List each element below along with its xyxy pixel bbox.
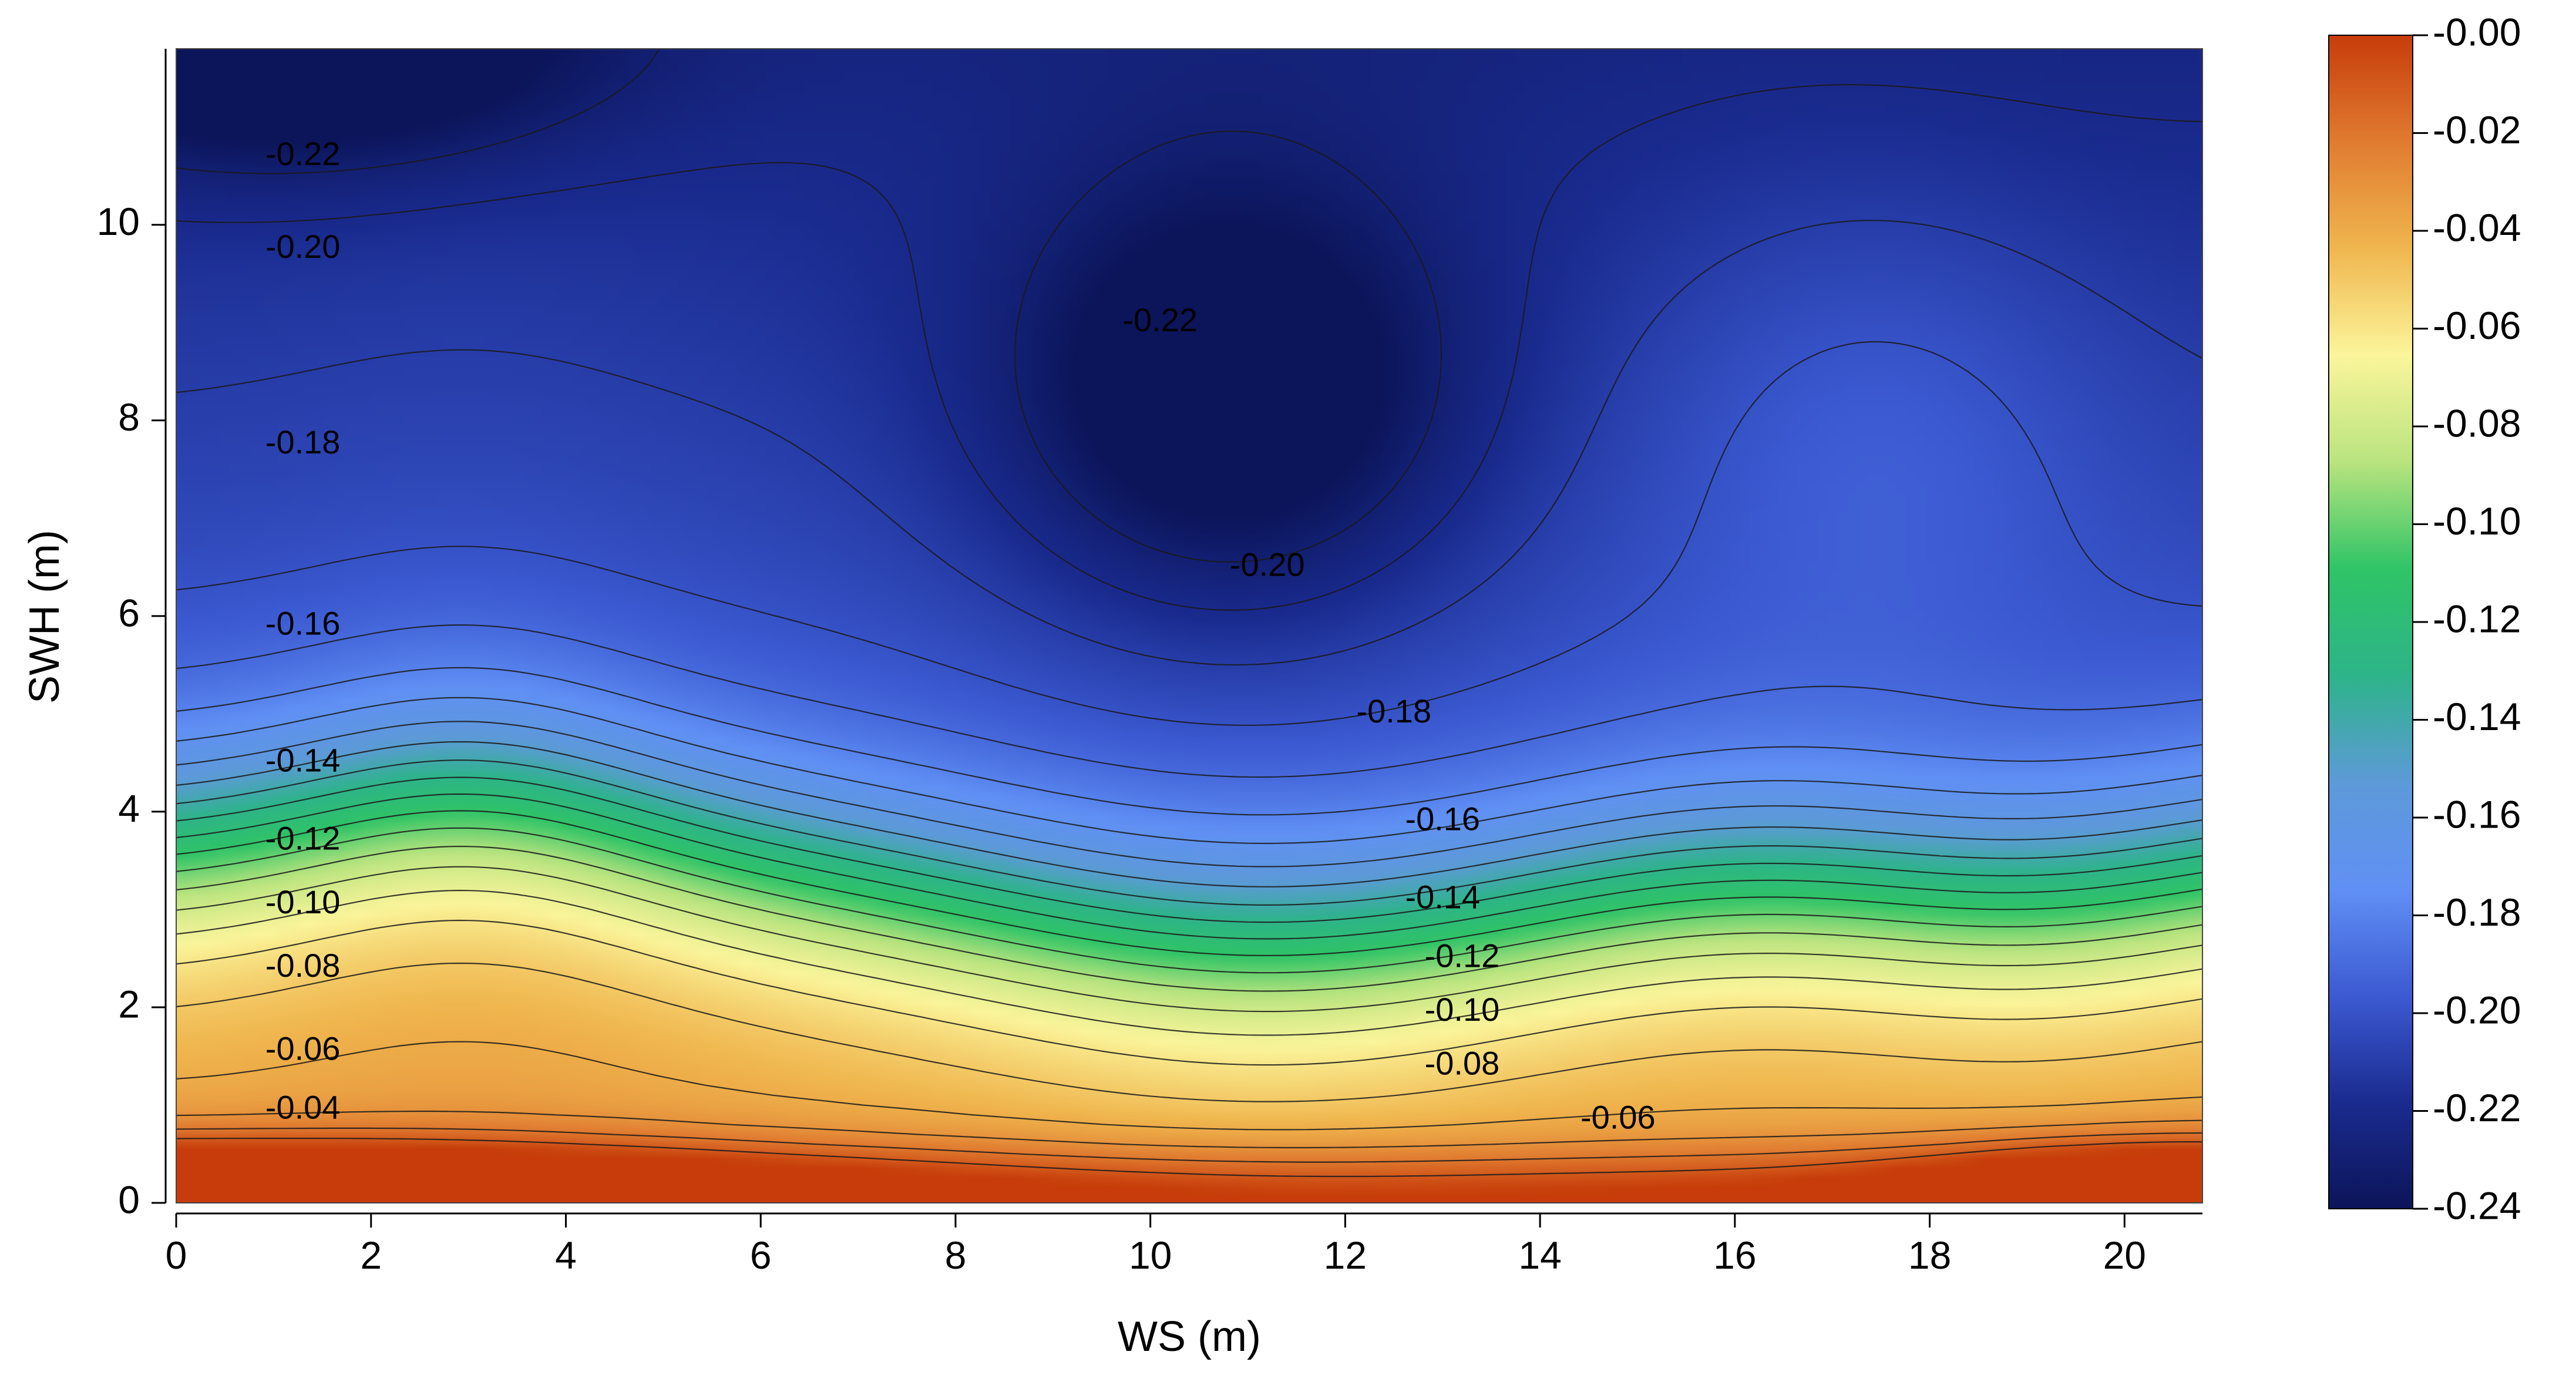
contour-label: -0.18 xyxy=(1356,692,1431,729)
x-tick-label: 2 xyxy=(360,1233,382,1277)
contour-labels: -0.22 -0.20 -0.18 -0.16 -0.14 -0.12 -0.10 -0.08… xyxy=(265,135,1656,1135)
contour-line xyxy=(176,741,2203,887)
colorbar-tick-label: -0.12 xyxy=(2433,597,2521,640)
y-tick-label: 0 xyxy=(118,1178,140,1221)
contour-label: -0.12 xyxy=(265,820,341,857)
contour-line xyxy=(176,919,2203,1066)
contour-line xyxy=(176,1127,2203,1163)
contour-label: -0.06 xyxy=(265,1030,341,1067)
contour-label: -0.18 xyxy=(265,423,341,460)
contour-label: -0.22 xyxy=(1122,301,1198,338)
y-tick-label: 2 xyxy=(118,982,140,1025)
x-tick-label: 4 xyxy=(555,1233,577,1277)
contour-line xyxy=(176,667,2203,816)
y-tick-label: 8 xyxy=(118,395,140,439)
x-tick-label: 18 xyxy=(1908,1233,1951,1277)
contour-line xyxy=(176,962,2203,1102)
contour-line xyxy=(176,889,2203,1036)
contour-line xyxy=(176,1138,2203,1178)
y-tick-label: 6 xyxy=(118,591,140,634)
x-tick-label: 20 xyxy=(2103,1233,2146,1277)
colorbar-tick-label: -0.16 xyxy=(2433,792,2521,836)
contour-label: -0.22 xyxy=(265,135,341,172)
contour-label: -0.14 xyxy=(265,741,341,778)
y-tick-label: 4 xyxy=(118,786,140,830)
colorbar-tick-label: -0.02 xyxy=(2433,108,2521,152)
contour-label: -0.04 xyxy=(265,1089,341,1126)
contour-label: -0.10 xyxy=(1425,991,1500,1028)
colorbar-tick-label: -0.20 xyxy=(2433,988,2521,1031)
contour-label: -0.16 xyxy=(265,604,341,641)
colorbar-tick-label: -0.22 xyxy=(2433,1086,2521,1129)
x-tick-label: 8 xyxy=(945,1233,967,1277)
x-tick-label: 0 xyxy=(166,1233,187,1277)
contour-line xyxy=(176,827,2203,974)
contour-line xyxy=(176,697,2203,845)
contour-line xyxy=(176,624,2203,778)
contour-label: -0.12 xyxy=(1425,937,1500,974)
colorbar-gradient xyxy=(2328,35,2413,1209)
contour-label: -0.20 xyxy=(1230,546,1305,583)
plot-frame xyxy=(176,48,2203,1203)
contour-line xyxy=(176,84,2203,611)
contour-line xyxy=(176,220,2203,666)
colorbar-tick-label: -0.10 xyxy=(2433,499,2521,543)
x-tick-label: 12 xyxy=(1324,1233,1367,1277)
contour-line xyxy=(176,759,2203,906)
plot-area xyxy=(176,49,2202,1203)
colorbar: -0.00 -0.02 -0.04 -0.06 -0.08 -0.10 -0.12 -0.14… xyxy=(2328,10,2521,1227)
contour-label: -0.16 xyxy=(1405,800,1480,837)
x-tick-label: 14 xyxy=(1518,1233,1561,1277)
contour-label: -0.14 xyxy=(1405,879,1480,916)
contour-line xyxy=(176,721,2203,868)
colorbar-tick-label: -0.08 xyxy=(2433,401,2521,445)
colorbar-tick-label: -0.18 xyxy=(2433,890,2521,934)
colorbar-tick-label: -0.06 xyxy=(2433,304,2521,347)
contour-label: -0.08 xyxy=(265,947,341,984)
contour-label: -0.06 xyxy=(1580,1098,1656,1135)
x-tick-label: 16 xyxy=(1713,1233,1756,1277)
y-tick-label: 10 xyxy=(97,200,140,243)
contour-line xyxy=(176,1041,2203,1131)
contour-line xyxy=(176,1110,2203,1149)
x-tick-label: 10 xyxy=(1129,1233,1172,1277)
contour-line xyxy=(176,341,2203,726)
x-tick-label: 6 xyxy=(750,1233,772,1277)
heatmap-surface xyxy=(176,49,2202,1203)
contour-label: -0.20 xyxy=(265,228,341,265)
colorbar-tick-label: -0.24 xyxy=(2433,1183,2521,1227)
contour-line xyxy=(176,810,2203,956)
y-axis-title: SWH (m) xyxy=(21,530,68,704)
x-axis-title: WS (m) xyxy=(1118,1313,1261,1360)
colorbar-tick-label: -0.00 xyxy=(2433,10,2521,53)
contour-line xyxy=(176,793,2203,940)
contour-line xyxy=(176,48,1442,563)
contour-line xyxy=(176,776,2203,923)
contour-label: -0.08 xyxy=(1425,1045,1500,1082)
colorbar-tick-label: -0.04 xyxy=(2433,206,2521,249)
contour-label: -0.10 xyxy=(265,883,341,920)
contour-lines xyxy=(176,48,2203,1178)
contour-line xyxy=(176,866,2203,1013)
axes: 0 2 4 6 8 10 12 14 16 18 20 0 2 4 6 8 10 xyxy=(97,48,2203,1277)
contour-line xyxy=(176,845,2203,992)
colorbar-tick-label: -0.14 xyxy=(2433,695,2521,738)
